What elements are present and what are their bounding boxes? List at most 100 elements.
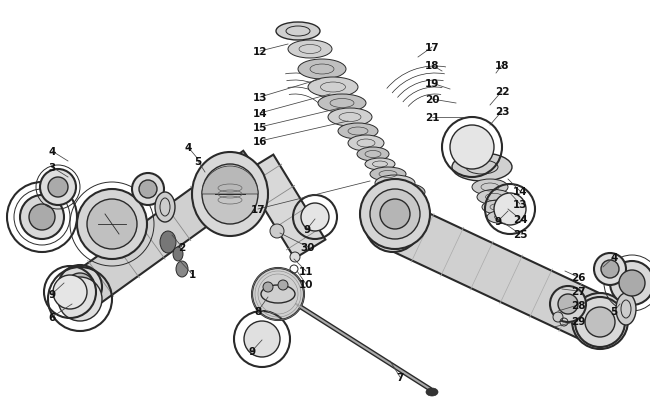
- Text: 26: 26: [571, 272, 585, 282]
- Circle shape: [553, 312, 563, 322]
- Ellipse shape: [452, 153, 512, 181]
- Ellipse shape: [558, 294, 578, 314]
- Ellipse shape: [301, 203, 329, 231]
- Text: 1: 1: [188, 269, 196, 279]
- Text: 9: 9: [495, 216, 502, 226]
- Ellipse shape: [575, 297, 625, 347]
- Text: 16: 16: [253, 136, 267, 147]
- Ellipse shape: [160, 231, 176, 254]
- Text: 24: 24: [513, 215, 527, 224]
- Ellipse shape: [601, 260, 619, 278]
- Ellipse shape: [619, 270, 645, 296]
- Ellipse shape: [298, 60, 346, 80]
- Text: 14: 14: [253, 109, 267, 119]
- Text: 9: 9: [248, 346, 255, 356]
- Circle shape: [270, 224, 284, 239]
- Text: 10: 10: [299, 279, 313, 289]
- Polygon shape: [63, 151, 266, 313]
- Text: 4: 4: [610, 252, 617, 262]
- Text: 27: 27: [571, 286, 585, 296]
- Ellipse shape: [252, 269, 304, 320]
- Ellipse shape: [472, 179, 508, 196]
- Text: 28: 28: [571, 300, 585, 310]
- Ellipse shape: [276, 23, 320, 41]
- Circle shape: [290, 252, 300, 262]
- Ellipse shape: [155, 192, 175, 222]
- Circle shape: [278, 280, 288, 290]
- Ellipse shape: [58, 277, 102, 321]
- Text: 20: 20: [424, 95, 439, 105]
- Ellipse shape: [348, 136, 384, 151]
- Ellipse shape: [477, 190, 511, 205]
- Ellipse shape: [370, 168, 406, 181]
- Text: 29: 29: [571, 316, 585, 326]
- Text: 23: 23: [495, 107, 509, 117]
- Ellipse shape: [318, 95, 366, 113]
- Ellipse shape: [375, 175, 415, 192]
- Text: 8: 8: [254, 306, 261, 316]
- Ellipse shape: [288, 41, 332, 59]
- Text: 4: 4: [48, 147, 56, 157]
- Text: 13: 13: [513, 200, 527, 209]
- Ellipse shape: [482, 200, 514, 215]
- Ellipse shape: [365, 159, 395, 171]
- Polygon shape: [242, 155, 326, 259]
- Text: 25: 25: [513, 230, 527, 239]
- Ellipse shape: [48, 177, 68, 198]
- Ellipse shape: [173, 247, 183, 261]
- Ellipse shape: [381, 183, 425, 202]
- Ellipse shape: [192, 153, 268, 237]
- Ellipse shape: [132, 174, 164, 205]
- Ellipse shape: [360, 179, 430, 249]
- Text: 3: 3: [48, 162, 56, 173]
- Ellipse shape: [77, 190, 147, 259]
- Ellipse shape: [308, 78, 358, 98]
- Text: 14: 14: [513, 187, 527, 196]
- Ellipse shape: [40, 170, 76, 205]
- Text: 7: 7: [396, 372, 404, 382]
- Text: 4: 4: [185, 143, 192, 153]
- Ellipse shape: [20, 196, 64, 239]
- Text: 9: 9: [49, 289, 55, 299]
- Ellipse shape: [365, 196, 421, 252]
- Ellipse shape: [58, 265, 102, 309]
- Ellipse shape: [426, 388, 438, 396]
- Text: 9: 9: [304, 224, 311, 234]
- Ellipse shape: [357, 148, 389, 162]
- Text: 30: 30: [301, 243, 315, 252]
- Ellipse shape: [610, 261, 650, 305]
- Text: 22: 22: [495, 87, 509, 97]
- Text: 18: 18: [495, 61, 509, 71]
- Ellipse shape: [328, 109, 372, 127]
- Text: 15: 15: [253, 123, 267, 133]
- Ellipse shape: [550, 286, 586, 322]
- Text: 11: 11: [299, 266, 313, 276]
- Text: 5: 5: [194, 157, 202, 166]
- Ellipse shape: [370, 190, 420, 239]
- Text: 6: 6: [48, 312, 56, 322]
- Ellipse shape: [585, 307, 615, 337]
- Text: 12: 12: [253, 47, 267, 57]
- Text: 21: 21: [424, 113, 439, 123]
- Ellipse shape: [139, 181, 157, 198]
- Text: 17: 17: [251, 205, 265, 215]
- Text: 19: 19: [425, 79, 439, 89]
- Text: 5: 5: [610, 306, 617, 316]
- Ellipse shape: [594, 254, 626, 285]
- Wedge shape: [202, 166, 258, 194]
- Ellipse shape: [494, 194, 526, 226]
- Text: 18: 18: [424, 61, 439, 71]
- Ellipse shape: [66, 273, 94, 301]
- Ellipse shape: [487, 211, 517, 224]
- Ellipse shape: [572, 293, 628, 349]
- Ellipse shape: [29, 205, 55, 230]
- Ellipse shape: [338, 124, 378, 140]
- Text: 13: 13: [253, 93, 267, 103]
- Ellipse shape: [176, 261, 188, 277]
- Ellipse shape: [202, 164, 258, 224]
- Ellipse shape: [53, 275, 87, 309]
- Text: 17: 17: [424, 43, 439, 53]
- Ellipse shape: [380, 200, 410, 230]
- Ellipse shape: [244, 321, 280, 357]
- Ellipse shape: [87, 200, 137, 249]
